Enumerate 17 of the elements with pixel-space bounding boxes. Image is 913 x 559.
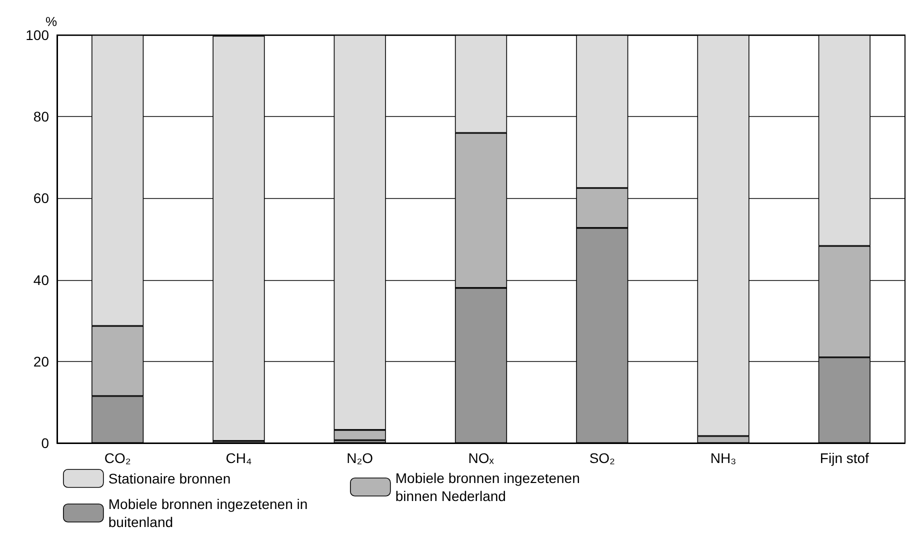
x-tick-label: CO₂ [104, 450, 131, 466]
x-tick-label: NOₓ [468, 450, 494, 466]
legend-label: Stationaire bronnen [108, 470, 231, 486]
y-tick-label: 60 [33, 190, 50, 206]
x-tick-label: NH₃ [710, 450, 736, 466]
y-tick-label: 100 [26, 27, 50, 43]
y-tick-label: 20 [33, 353, 50, 370]
y-tick-label: 80 [33, 108, 50, 125]
legend-label: Mobiele bronnen ingezetenen binnen Nederland [395, 470, 584, 504]
y-tick-label: 40 [33, 272, 50, 288]
x-tick-label: Fijn stof [820, 450, 870, 466]
x-tick-label: SO₂ [589, 450, 615, 466]
y-tick-label: 0 [41, 435, 50, 451]
legend-label: Mobiele bronnen ingezetenen in buitenland [108, 496, 312, 530]
y-axis-title: % [45, 14, 58, 30]
x-tick-label: N₂O [346, 450, 374, 466]
x-tick-label: CH₄ [226, 450, 252, 466]
